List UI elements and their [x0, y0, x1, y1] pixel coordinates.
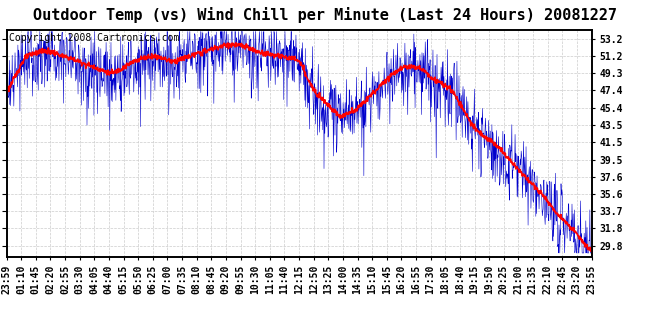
- Text: Copyright 2008 Cartronics.com: Copyright 2008 Cartronics.com: [9, 33, 180, 43]
- Text: Outdoor Temp (vs) Wind Chill per Minute (Last 24 Hours) 20081227: Outdoor Temp (vs) Wind Chill per Minute …: [33, 7, 617, 22]
